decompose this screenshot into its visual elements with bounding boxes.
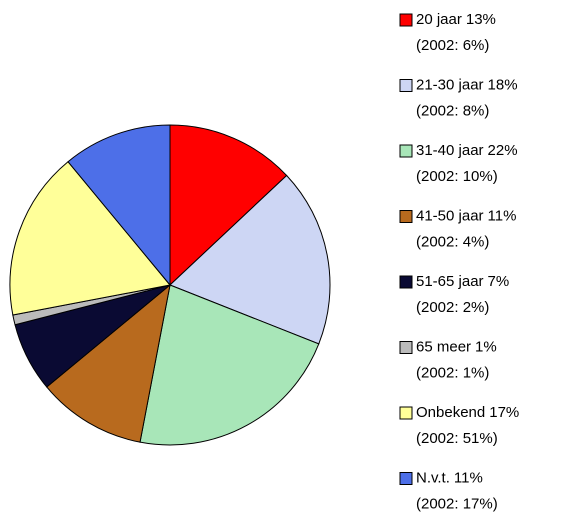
legend-value: 11%: [488, 207, 517, 224]
pie-slice: [139, 284, 320, 446]
legend-comparison: (2002: 10%): [416, 168, 498, 185]
legend-label: 65 meer 1%: [416, 338, 497, 355]
pie-slice: [67, 124, 171, 287]
legend-category: 21-30 jaar: [416, 76, 484, 93]
legend-label: Onbekend 17%: [416, 404, 519, 421]
legend-comparison: (2002: 1%): [416, 364, 489, 381]
legend-comparison: (2002: 2%): [416, 299, 489, 316]
pie-slice: [169, 174, 331, 345]
legend-value: 22%: [488, 142, 518, 159]
legend-category: 31-40 jaar: [416, 142, 484, 159]
legend-category: Onbekend: [416, 404, 485, 421]
legend-comparison: (2002: 4%): [416, 233, 489, 250]
pie: [9, 124, 331, 446]
legend-comparison: (2002: 17%): [416, 495, 498, 512]
legend-label: 20 jaar 13%: [416, 11, 496, 28]
legend-swatch: [399, 472, 413, 485]
legend-label: 41-50 jaar 11%: [416, 207, 516, 224]
legend-comparison: (2002: 51%): [416, 430, 498, 447]
legend-value: 1%: [475, 338, 497, 355]
legend: 20 jaar 13% (2002: 6%) 21-30 jaar 18% (2002: …: [399, 11, 519, 512]
legend-swatch: [399, 341, 413, 354]
pie-slice: [169, 124, 288, 287]
legend-swatch: [399, 79, 413, 92]
legend-comparison: (2002: 6%): [416, 37, 489, 54]
pie-slice: [9, 161, 171, 316]
legend-value: 11%: [454, 469, 483, 486]
legend-swatch: [399, 406, 413, 420]
legend-label: 31-40 jaar 22%: [416, 142, 518, 159]
legend-category: N.v.t.: [416, 469, 450, 486]
legend-category: 41-50 jaar: [416, 207, 484, 224]
legend-value: 17%: [489, 404, 519, 421]
legend-swatch: [399, 144, 413, 158]
legend-value: 7%: [488, 273, 510, 290]
legend-comparison: (2002: 8%): [416, 102, 489, 119]
legend-label: N.v.t. 11%: [416, 469, 483, 486]
pie-slice: [46, 283, 171, 443]
legend-category: 51-65 jaar: [416, 273, 484, 290]
legend-label: 51-65 jaar 7%: [416, 273, 509, 290]
legend-value: 18%: [488, 76, 518, 93]
legend-category: 65 meer: [416, 338, 471, 355]
legend-swatch: [399, 13, 413, 27]
legend-category: 20 jaar: [416, 11, 462, 28]
legend-value: 13%: [466, 11, 496, 28]
legend-swatch: [399, 210, 413, 223]
legend-swatch: [399, 275, 413, 289]
legend-label: 21-30 jaar 18%: [416, 76, 518, 93]
